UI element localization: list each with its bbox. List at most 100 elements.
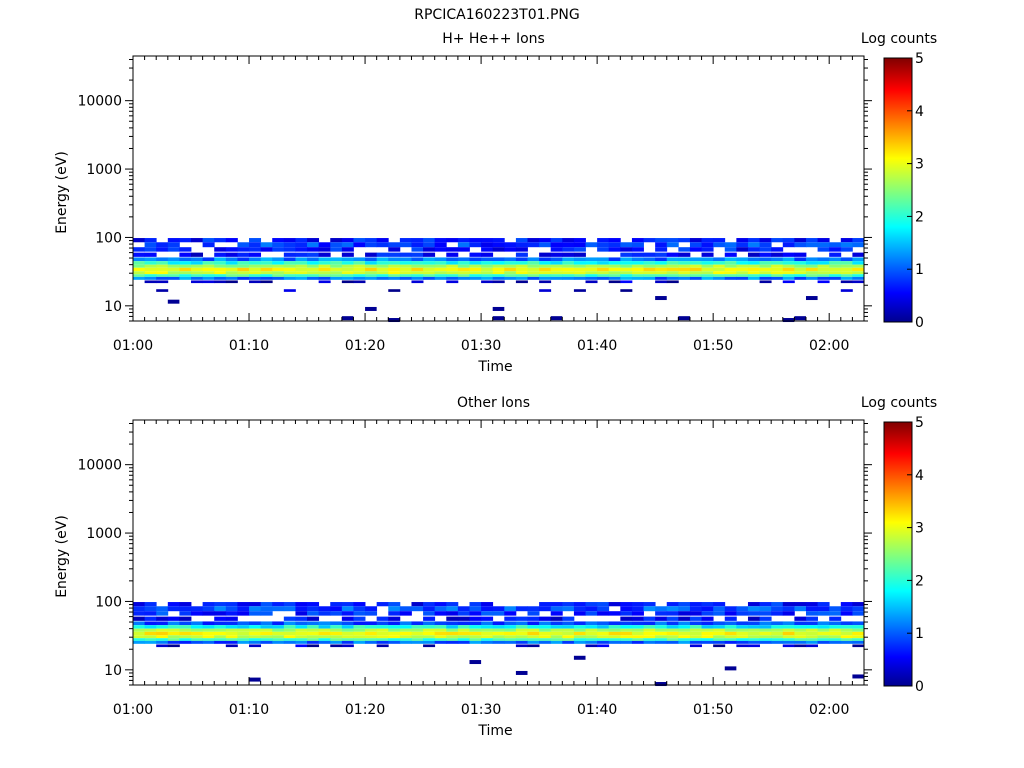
colorbar-tick-label: 4 <box>915 468 924 484</box>
heat-cell <box>713 611 726 616</box>
heat-cell <box>771 606 784 612</box>
heat-cell <box>527 242 540 248</box>
heat-cell <box>620 631 633 636</box>
heat-cell <box>782 242 795 248</box>
heat-cell <box>295 644 308 648</box>
heat-cell <box>794 257 807 262</box>
heat-cell <box>237 242 250 248</box>
heat-cell <box>423 261 436 265</box>
heat-cell <box>411 280 424 284</box>
heat-cell <box>794 631 807 636</box>
heat-cell <box>747 271 760 275</box>
heat-cell <box>446 638 459 641</box>
heat-cell <box>341 602 354 607</box>
heat-cell <box>539 261 552 265</box>
heat-cell <box>759 631 772 636</box>
heat-cell <box>852 621 865 626</box>
heat-cell <box>643 638 656 641</box>
heat-cell <box>678 276 691 280</box>
heat-cell <box>167 628 180 632</box>
heat-cell <box>585 602 598 607</box>
heat-cell <box>573 274 586 277</box>
heat-cell <box>423 625 436 629</box>
heat-cell <box>562 276 575 280</box>
heat-cell <box>307 631 320 636</box>
heat-cell <box>341 252 354 257</box>
heat-cell <box>225 638 238 641</box>
heat-cell <box>365 264 378 268</box>
heat-cell <box>469 271 482 275</box>
heat-cell <box>457 261 470 265</box>
heat-cell <box>747 628 760 632</box>
heat-cell <box>202 276 215 280</box>
heat-cell <box>469 267 482 272</box>
heat-cell <box>701 238 714 243</box>
heat-cell <box>376 274 389 277</box>
heat-cell <box>457 631 470 636</box>
heat-cell <box>457 276 470 280</box>
heat-cell <box>353 267 366 272</box>
heat-cell <box>272 640 285 644</box>
heat-cell <box>840 628 853 632</box>
heat-cell <box>353 602 366 607</box>
heat-cell <box>724 264 737 268</box>
heat-cell <box>446 616 459 621</box>
heat-cell <box>539 631 552 636</box>
heat-cell <box>631 274 644 277</box>
heat-cell <box>782 252 795 257</box>
heat-cell <box>840 606 853 612</box>
heat-cell <box>562 606 575 612</box>
heat-cell <box>399 611 412 616</box>
y-tick-label: 1000 <box>86 526 122 542</box>
heat-cell <box>353 638 366 641</box>
heat-cell <box>179 640 192 644</box>
heat-cell <box>295 602 308 607</box>
y-axis: 10 100 1000 10000 <box>77 422 872 686</box>
heat-cell <box>527 257 540 262</box>
heat-cell <box>631 261 644 265</box>
heat-cell <box>481 616 494 621</box>
heat-cell <box>713 276 726 280</box>
heat-cell <box>481 242 494 248</box>
heat-cell <box>399 276 412 280</box>
heat-cell <box>260 264 273 268</box>
heat-cell <box>167 257 180 262</box>
heat-cell <box>272 635 285 639</box>
heat-cell <box>237 274 250 277</box>
heat-cell <box>457 616 470 621</box>
heat-cell <box>376 621 389 626</box>
heat-cell <box>689 261 702 265</box>
heat-cell <box>353 274 366 277</box>
heat-cell <box>597 628 610 632</box>
x-tick-label: 01:20 <box>345 338 385 354</box>
heat-cell <box>724 611 737 616</box>
panel-title: Other Ions <box>457 395 530 411</box>
heat-cell <box>678 238 691 243</box>
heat-cell <box>631 611 644 616</box>
heat-cell <box>794 274 807 277</box>
heat-cell <box>643 635 656 639</box>
heat-cell <box>144 261 157 265</box>
heat-cell <box>794 628 807 632</box>
heat-cell <box>318 271 331 275</box>
heat-cell <box>295 261 308 265</box>
heat-cell <box>133 247 146 252</box>
heat-cell <box>527 640 540 644</box>
heat-cell <box>202 274 215 277</box>
heat-cell <box>133 611 146 616</box>
heat-cell <box>434 274 447 277</box>
heat-cell <box>608 635 621 639</box>
heat-cell <box>829 261 842 265</box>
heat-cell <box>852 276 865 280</box>
heat-cell <box>237 628 250 632</box>
heat-cell <box>527 621 540 626</box>
heat-cell <box>191 238 204 243</box>
heat-cell <box>214 264 227 268</box>
heat-cell <box>713 635 726 639</box>
heat-cell <box>307 261 320 265</box>
heat-cell <box>260 640 273 644</box>
heat-cell <box>794 602 807 607</box>
heat-cell <box>573 631 586 636</box>
heat-cell <box>539 606 552 612</box>
heat-cell <box>272 242 285 248</box>
